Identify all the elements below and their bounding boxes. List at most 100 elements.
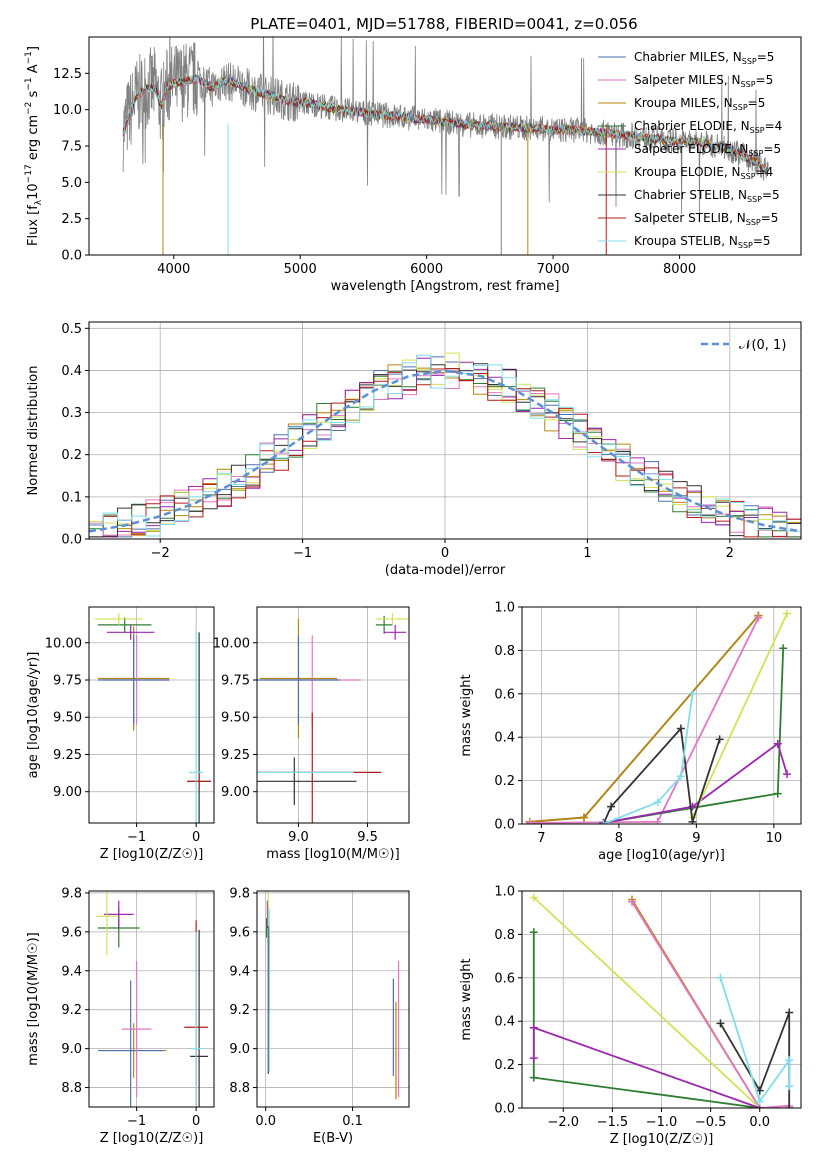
- x-axis-label: Z [log10(Z/Z☉)]: [100, 847, 204, 862]
- weight-marker: [755, 1097, 764, 1106]
- weight-marker: [529, 1073, 538, 1082]
- y-tick-label: 0.0: [494, 1102, 515, 1117]
- legend-label-sub: SSP: [750, 126, 765, 135]
- y-tick-label: 9.4: [61, 964, 82, 979]
- y-tick-label: 9.75: [221, 673, 250, 688]
- legend-label: Salpeter MILES, NSSP=5: [634, 73, 773, 89]
- y-tick-label: 9.8: [61, 886, 82, 901]
- y-tick-label: 9.50: [221, 711, 250, 726]
- panel-mass-vs-Z: −1 0 8.8 9.0 9.2 9.4 9.6 9.8 Z [log10(Z/Z☉)] mass…: [26, 886, 215, 1146]
- y-axis-label-part: Flux [f: [26, 205, 41, 246]
- y-tick-label: 0.8: [494, 928, 515, 943]
- weight-marker: [607, 802, 616, 811]
- y-tick-label: 9.0: [61, 1042, 82, 1057]
- axes-frame: [88, 890, 215, 1108]
- weight-line: [603, 742, 788, 824]
- weight-marker: [580, 813, 588, 822]
- x-tick-label: 1: [583, 546, 591, 561]
- legend-label-main: Chabrier MILES, N: [634, 50, 742, 64]
- residual-histogram: [89, 354, 801, 537]
- weight-marker: [716, 1019, 725, 1028]
- weight-line: [719, 977, 791, 1104]
- x-axis-label: Z [log10(Z/Z☉)]: [610, 1132, 714, 1147]
- legend-label-tail: =5: [762, 188, 780, 202]
- legend-label-main: Kroupa MILES, N: [634, 96, 733, 110]
- weight-marker: [653, 798, 662, 807]
- legend-label-sub: SSP: [738, 241, 753, 250]
- errorbar-plot: [96, 891, 209, 1107]
- y-tick-label: 10.00: [213, 636, 250, 651]
- x-tick-label: −1: [127, 830, 146, 845]
- residual-histogram: [89, 363, 801, 538]
- x-axis-label: Z [log10(Z/Z☉)]: [100, 1131, 204, 1146]
- panel-mass-vs-EBV: 0.0 0.1 8.8 9.0 9.2 9.4 9.6 9.8 E(B-V): [229, 886, 410, 1146]
- legend-label: Salpeter ELODIE, NSSP=5: [634, 142, 781, 158]
- weight-marker: [628, 897, 637, 906]
- x-axis-label: wavelength [Angstrom, rest frame]: [331, 279, 560, 294]
- legend-label-sub: SSP: [747, 195, 762, 204]
- panel-age-vs-Z: −1 0 9.00 9.25 9.50 9.75 10.00 Z [log10(Z/Z☉)] a…: [26, 606, 215, 862]
- figure-title: PLATE=0401, MJD=51788, FIBERID=0041, z=0…: [250, 15, 637, 33]
- errorbar-plot: [94, 612, 212, 823]
- x-tick-label: 0.0: [255, 1114, 276, 1129]
- legend-label: Chabrier MILES, NSSP=5: [634, 50, 774, 66]
- weight-marker: [785, 1056, 794, 1065]
- legend-label-sub: SSP: [733, 103, 748, 112]
- y-tick-label: 10.00: [45, 636, 82, 651]
- weight-marker: [779, 644, 788, 653]
- legend-label-main: Salpeter MILES, N: [634, 73, 741, 87]
- y-tick-label: 1.0: [494, 885, 515, 900]
- x-axis-label: age [log10(age/yr)]: [598, 848, 725, 863]
- y-axis-label-part: erg cm: [26, 115, 41, 164]
- legend-label-tail: =5: [756, 73, 774, 87]
- weight-line: [603, 693, 694, 824]
- weight-line: [529, 615, 760, 823]
- y-tick-label: 8.8: [61, 1081, 82, 1096]
- weight-marker: [783, 770, 792, 779]
- gaussian-curve: [89, 369, 801, 533]
- y-axis-label: Flux [fλ10−17 erg cm−2 s−1 A−1]: [24, 46, 44, 246]
- y-axis-label: age [log10(age/yr)]: [26, 652, 41, 779]
- y-axis-label-part: ]: [26, 46, 41, 51]
- y-axis-label: Normed distribution: [26, 366, 41, 496]
- y-tick-label: 0.0: [61, 533, 82, 548]
- legend-label-main: Chabrier STELIB, N: [634, 188, 747, 202]
- y-axis-label: mass weight: [459, 958, 474, 1040]
- legend-label-tail: =5: [748, 96, 766, 110]
- y-axis-label-part: s: [26, 90, 41, 101]
- legend-label-tail: =5: [757, 50, 775, 64]
- y-tick-label: 0.6: [494, 971, 515, 986]
- x-tick-label: 2: [726, 546, 734, 561]
- legend-label-tail: =5: [753, 234, 771, 248]
- y-tick-label: 5.0: [61, 176, 82, 191]
- x-axis-label: E(B-V): [313, 1131, 353, 1146]
- legend-label-main: Kroupa STELIB, N: [634, 234, 738, 248]
- x-tick-label: 6000: [410, 262, 443, 277]
- legend-label-sub: SSP: [742, 57, 757, 66]
- spectrum-plot: [122, 37, 769, 255]
- residual-histogram: [89, 368, 801, 538]
- legend-label-tail: =4: [756, 165, 774, 179]
- weight-marker: [688, 817, 697, 824]
- weight-marker: [529, 928, 538, 937]
- legend-label-sub: SSP: [741, 172, 756, 181]
- weight-plot: [525, 609, 792, 824]
- y-tick-label: 9.25: [53, 748, 82, 763]
- weight-line: [603, 648, 785, 824]
- weight-marker: [529, 893, 538, 902]
- legend-label: Kroupa MILES, NSSP=5: [634, 96, 765, 112]
- y-tick-label: 9.00: [221, 785, 250, 800]
- legend-label: Salpeter STELIB, NSSP=5: [634, 211, 778, 227]
- x-tick-label: −1.0: [646, 1115, 678, 1130]
- y-tick-label: 1.0: [494, 601, 515, 616]
- legend-label-main: Salpeter STELIB, N: [634, 211, 746, 225]
- panel-residuals: −2 −1 0 1 2 0.0 0.1 0.2 0.3 0.4 0.5 (data-model)/er…: [26, 321, 802, 578]
- y-tick-label: 9.2: [61, 1003, 82, 1018]
- weight-line: [529, 615, 760, 823]
- legend-label: Kroupa ELODIE, NSSP=4: [634, 165, 773, 181]
- y-axis-label: mass [log10(M/M☉)]: [26, 932, 41, 1065]
- x-tick-label: −0.5: [695, 1115, 727, 1130]
- errorbar-plot: [265, 891, 400, 1100]
- y-tick-label: 7.5: [61, 140, 82, 155]
